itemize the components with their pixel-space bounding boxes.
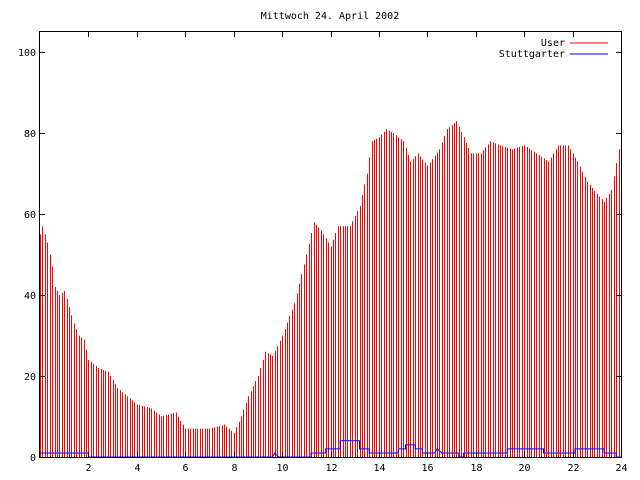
legend-label-user: User (541, 38, 565, 49)
x-tick-label: 12 (325, 463, 337, 474)
user-series (40, 121, 622, 457)
y-tick-label: 80 (24, 129, 36, 140)
x-tick-label: 2 (85, 463, 91, 474)
y-tick-label: 20 (24, 372, 36, 383)
x-tick-label: 14 (373, 463, 385, 474)
x-tick-label: 22 (567, 463, 579, 474)
x-tick-label: 20 (518, 463, 530, 474)
y-tick-label: 0 (30, 453, 36, 464)
x-tick-label: 10 (276, 463, 288, 474)
chart-title: Mittwoch 24. April 2002 (261, 11, 399, 22)
legend: User Stuttgarter (499, 38, 608, 60)
y-tick-label: 100 (18, 48, 36, 59)
y-tick-label: 40 (24, 291, 36, 302)
x-tick-label: 8 (231, 463, 237, 474)
stuttgarter-series-line (40, 440, 621, 458)
legend-label-stuttgarter: Stuttgarter (499, 49, 565, 60)
x-tick-label: 6 (182, 463, 188, 474)
x-tick-label: 24 (615, 463, 627, 474)
y-tick-label: 60 (24, 210, 36, 221)
x-tick-label: 16 (421, 463, 433, 474)
plot-frame (39, 31, 622, 458)
x-tick-label: 4 (134, 463, 140, 474)
x-tick-label: 18 (470, 463, 482, 474)
